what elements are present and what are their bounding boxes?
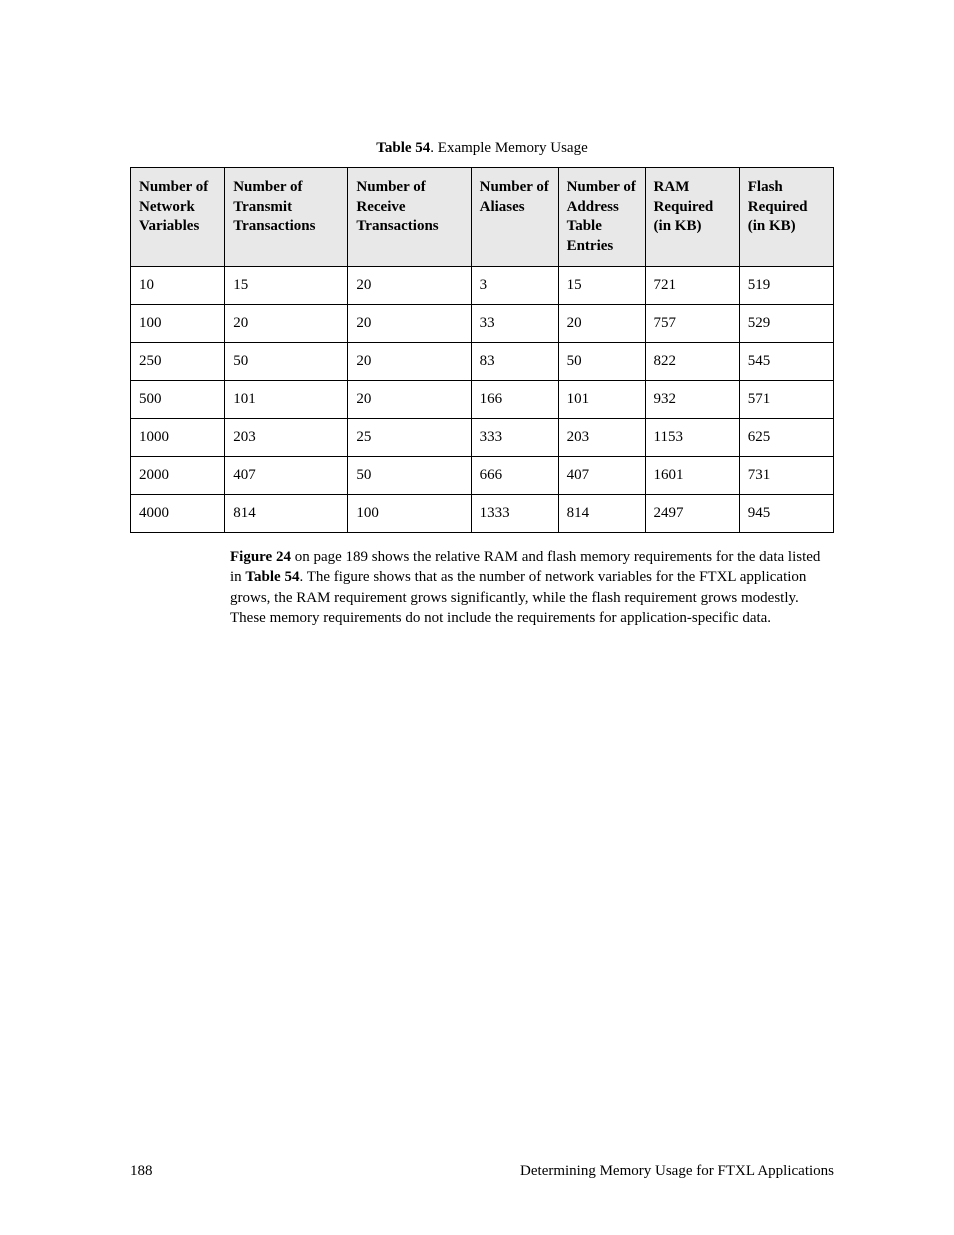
- table-cell: 822: [645, 343, 739, 381]
- table-cell: 1333: [471, 495, 558, 533]
- table-caption-text: . Example Memory Usage: [430, 140, 587, 156]
- table-cell: 814: [225, 495, 348, 533]
- table-caption-label: Table 54: [376, 140, 430, 156]
- table-cell: 50: [558, 343, 645, 381]
- column-header: Flash Required (in KB): [739, 168, 833, 267]
- table-cell: 666: [471, 457, 558, 495]
- table-cell: 20: [225, 305, 348, 343]
- table-cell: 166: [471, 381, 558, 419]
- table-cell: 571: [739, 381, 833, 419]
- page-footer: 188 Determining Memory Usage for FTXL Ap…: [130, 1163, 834, 1180]
- table-cell: 932: [645, 381, 739, 419]
- column-header: Number of Transmit Transactions: [225, 168, 348, 267]
- table-cell: 101: [225, 381, 348, 419]
- table-row: 2000407506664071601731: [131, 457, 834, 495]
- table-row: 101520315721519: [131, 267, 834, 305]
- column-header: Number of Receive Transactions: [348, 168, 471, 267]
- column-header: RAM Required (in KB): [645, 168, 739, 267]
- table-row: 10020203320757529: [131, 305, 834, 343]
- table-cell: 83: [471, 343, 558, 381]
- table-cell: 945: [739, 495, 833, 533]
- table-row: 50010120166101932571: [131, 381, 834, 419]
- table-cell: 203: [558, 419, 645, 457]
- column-header: Number of Address Table Entries: [558, 168, 645, 267]
- table-cell: 50: [225, 343, 348, 381]
- table-cell: 101: [558, 381, 645, 419]
- body-paragraph: Figure 24 on page 189 shows the relative…: [230, 547, 834, 628]
- column-header: Number of Aliases: [471, 168, 558, 267]
- figure-ref: Figure 24: [230, 549, 291, 565]
- table-cell: 1601: [645, 457, 739, 495]
- table-row: 1000203253332031153625: [131, 419, 834, 457]
- table-cell: 15: [225, 267, 348, 305]
- table-cell: 2000: [131, 457, 225, 495]
- table-cell: 33: [471, 305, 558, 343]
- table-cell: 250: [131, 343, 225, 381]
- table-cell: 407: [558, 457, 645, 495]
- table-cell: 10: [131, 267, 225, 305]
- document-page: Table 54. Example Memory Usage Number of…: [0, 0, 954, 1235]
- table-cell: 20: [348, 381, 471, 419]
- table-cell: 757: [645, 305, 739, 343]
- table-cell: 625: [739, 419, 833, 457]
- table-cell: 407: [225, 457, 348, 495]
- memory-usage-table: Number of Network VariablesNumber of Tra…: [130, 167, 834, 533]
- table-ref: Table 54: [245, 569, 299, 585]
- table-row: 400081410013338142497945: [131, 495, 834, 533]
- table-cell: 20: [558, 305, 645, 343]
- page-number: 188: [130, 1163, 153, 1180]
- table-cell: 100: [348, 495, 471, 533]
- table-head: Number of Network VariablesNumber of Tra…: [131, 168, 834, 267]
- table-cell: 203: [225, 419, 348, 457]
- footer-title: Determining Memory Usage for FTXL Applic…: [520, 1163, 834, 1180]
- table-cell: 529: [739, 305, 833, 343]
- table-cell: 1000: [131, 419, 225, 457]
- table-cell: 721: [645, 267, 739, 305]
- table-cell: 333: [471, 419, 558, 457]
- table-cell: 814: [558, 495, 645, 533]
- table-cell: 4000: [131, 495, 225, 533]
- table-cell: 3: [471, 267, 558, 305]
- table-cell: 50: [348, 457, 471, 495]
- table-cell: 500: [131, 381, 225, 419]
- column-header: Number of Network Variables: [131, 168, 225, 267]
- table-cell: 20: [348, 305, 471, 343]
- table-cell: 731: [739, 457, 833, 495]
- table-cell: 100: [131, 305, 225, 343]
- table-cell: 25: [348, 419, 471, 457]
- table-cell: 15: [558, 267, 645, 305]
- table-cell: 20: [348, 267, 471, 305]
- table-row: 25050208350822545: [131, 343, 834, 381]
- table-cell: 1153: [645, 419, 739, 457]
- paragraph-seg2: . The figure shows that as the number of…: [230, 569, 806, 626]
- table-caption: Table 54. Example Memory Usage: [130, 140, 834, 157]
- table-body: 1015203157215191002020332075752925050208…: [131, 267, 834, 533]
- table-cell: 545: [739, 343, 833, 381]
- table-cell: 519: [739, 267, 833, 305]
- table-cell: 20: [348, 343, 471, 381]
- table-cell: 2497: [645, 495, 739, 533]
- table-header-row: Number of Network VariablesNumber of Tra…: [131, 168, 834, 267]
